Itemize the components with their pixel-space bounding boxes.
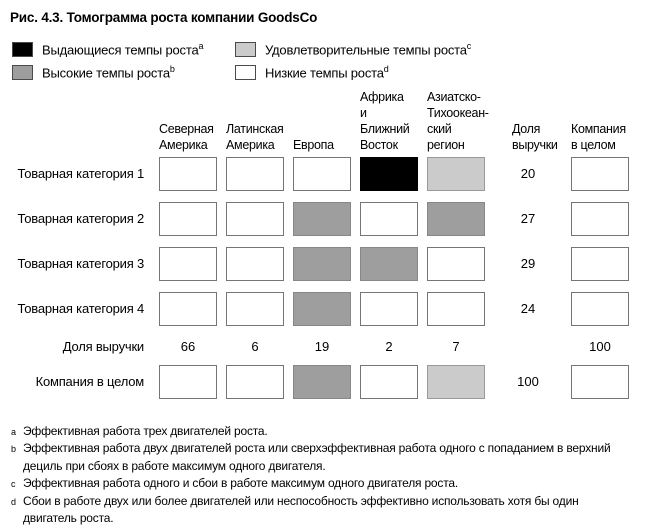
matrix-cell-low: [360, 364, 418, 399]
revenue-share-value: 20: [520, 166, 536, 182]
matrix-row: Товарная категория 3 29: [10, 246, 645, 281]
matrix-cell-outstanding: [360, 156, 418, 191]
legend-swatch-low: [235, 64, 256, 80]
matrix-cell-low: [226, 364, 284, 399]
footnote-marker: d: [11, 496, 16, 507]
row-label: Товарная категория 1: [17, 166, 145, 182]
matrix-cell-high: [360, 246, 418, 281]
revenue-share-value: 24: [520, 301, 536, 317]
row-label: Товарная категория 2: [17, 211, 145, 227]
legend-footnote-ref: c: [466, 41, 472, 51]
tomogram-matrix: Северная Америка Латинская Америка Европа А…: [10, 89, 645, 399]
column-header: Северная Америка: [159, 121, 214, 152]
legend-label: Удовлетворительные темпы ростаc: [265, 41, 472, 58]
column-header: Доля выручки: [512, 121, 558, 152]
legend-footnote-ref: a: [198, 41, 204, 51]
matrix-row: Товарная категория 1 20: [10, 156, 645, 191]
footnote-marker: b: [11, 444, 16, 455]
matrix-cell-low: [159, 246, 217, 281]
matrix-cell-low: [427, 291, 485, 326]
footnote-text: Сбои в работе двух или более двигателей …: [23, 493, 579, 526]
footnote-c: c Эффективная работа одного и сбои в рабо…: [10, 475, 624, 493]
matrix-cell-low: [159, 291, 217, 326]
matrix-row: Товарная категория 2 27: [10, 201, 645, 236]
matrix-cell-low: [159, 156, 217, 191]
row-label: Товарная категория 4: [17, 301, 145, 317]
column-header: Европа: [293, 137, 334, 152]
legend-label: Высокие темпы ростаb: [42, 64, 175, 81]
matrix-cell-high: [293, 246, 351, 281]
legend-footnote-ref: b: [169, 64, 175, 75]
footnote-a: a Эффективная работа трех двигателей рост…: [10, 423, 624, 441]
matrix-cell-low: [360, 201, 418, 236]
matrix-row: Товарная категория 4 24: [10, 291, 645, 326]
matrix-cell-low: [427, 246, 485, 281]
footnote-b: b Эффективная работа двух двигателей рост…: [10, 440, 624, 475]
matrix-cell-high: [293, 364, 351, 399]
matrix-header-row: Северная Америка Латинская Америка Европа А…: [10, 89, 645, 153]
footnotes: a Эффективная работа трех двигателей рост…: [10, 423, 624, 528]
revenue-share-value: 2: [385, 339, 393, 355]
legend-item-low: Низкие темпы ростаd: [235, 64, 645, 81]
revenue-share-value: 19: [314, 339, 330, 355]
matrix-cell-low: [571, 364, 629, 399]
row-label: Доля выручки: [62, 339, 144, 355]
footnote-text: Эффективная работа одного и сбои в работ…: [23, 476, 458, 491]
matrix-cell-low: [571, 156, 629, 191]
matrix-cell-low: [226, 246, 284, 281]
footnote-d: d Сбои в работе двух или более двигателей…: [10, 493, 624, 528]
matrix-cell-low: [226, 156, 284, 191]
revenue-share-value: 29: [520, 256, 536, 272]
matrix-cell-low: [159, 364, 217, 399]
matrix-cell-low: [571, 246, 629, 281]
legend-swatch-high: [12, 64, 33, 80]
legend-item-high: Высокие темпы ростаb: [12, 64, 235, 81]
revenue-share-value: 27: [520, 211, 536, 227]
footnote-marker: c: [11, 479, 16, 490]
legend-label: Выдающиеся темпы ростаa: [42, 41, 204, 58]
revenue-share-value: 100: [517, 374, 539, 390]
column-header: Африка и Ближний Восток: [360, 89, 410, 152]
matrix-cell-low: [293, 156, 351, 191]
row-label: Товарная категория 3: [17, 256, 145, 272]
matrix-cell-low: [159, 201, 217, 236]
column-header: Компания в целом: [571, 121, 626, 152]
column-header: Латинская Америка: [226, 121, 284, 152]
revenue-share-value: 7: [452, 339, 460, 355]
revenue-share-value: 6: [251, 339, 259, 355]
matrix-cell-low: [571, 291, 629, 326]
matrix-cell-high: [293, 201, 351, 236]
revenue-share-row: Доля выручки 66 6 19 2 7 100: [10, 337, 645, 357]
company-total-value: 100: [589, 339, 611, 355]
revenue-share-value: 66: [180, 339, 196, 355]
matrix-cell-high: [293, 291, 351, 326]
footnote-text: Эффективная работа двух двигателей роста…: [23, 441, 611, 473]
legend-label: Низкие темпы ростаd: [265, 64, 389, 81]
legend-item-outstanding: Выдающиеся темпы ростаa: [12, 41, 235, 57]
figure-title: Рис. 4.3. Томограмма роста компании Good…: [10, 10, 318, 25]
column-header: Азиатско- Тихоокеан- ский регион: [427, 89, 489, 152]
legend-item-satisfactory: Удовлетворительные темпы ростаc: [235, 41, 645, 57]
legend-swatch-outstanding: [12, 41, 33, 57]
matrix-cell-high: [427, 201, 485, 236]
row-label: Компания в целом: [35, 374, 145, 390]
company-total-row: Компания в целом 100: [10, 364, 645, 399]
matrix-cell-low: [360, 291, 418, 326]
matrix-cell-low: [226, 201, 284, 236]
matrix-cell-low: [226, 291, 284, 326]
legend: Выдающиеся темпы ростаa Высокие темпы рос…: [12, 41, 645, 81]
legend-footnote-ref: d: [383, 64, 389, 75]
matrix-cell-satisfactory: [427, 364, 485, 399]
footnote-text: Эффективная работа трех двигателей роста…: [23, 423, 268, 438]
matrix-cell-satisfactory: [427, 156, 485, 191]
matrix-cell-low: [571, 201, 629, 236]
legend-swatch-satisfactory: [235, 41, 256, 57]
footnote-marker: a: [11, 426, 16, 437]
